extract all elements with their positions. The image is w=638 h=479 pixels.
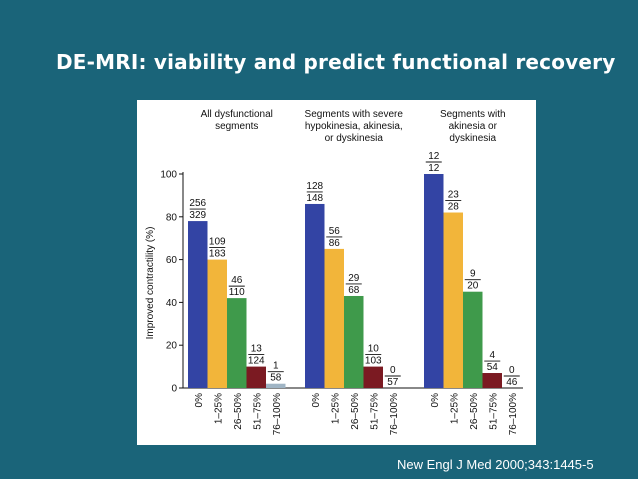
y-tick-label: 100 [160,170,177,181]
x-tick-label: 76–100% [389,393,400,435]
bar-label-numerator: 0 [509,365,515,376]
bar-label-numerator: 109 [209,237,226,248]
x-tick-label: 76–100% [508,393,519,435]
bar-label-denominator: 103 [365,356,382,367]
group-title: Segments with severe [305,109,404,120]
group-title: All dysfunctional [201,109,273,120]
x-tick-label: 51–75% [369,393,380,430]
bar-label-denominator: 110 [229,287,245,298]
x-tick-label: 0% [430,393,441,408]
bar-label-numerator: 12 [428,151,440,162]
bar-label-numerator: 23 [448,190,460,201]
bar-label-numerator: 56 [329,226,341,237]
bar-label-denominator: 20 [467,281,479,292]
bar [188,221,208,388]
x-tick-label: 26–50% [469,393,480,430]
x-tick-label: 1–25% [330,393,341,424]
bar [363,366,383,388]
x-tick-label: 51–75% [488,393,499,430]
group-title: dyskinesia [449,133,496,144]
bar-label-numerator: 256 [189,198,206,209]
group-title: segments [215,121,258,132]
y-tick-label: 80 [166,212,178,223]
bar-label-denominator: 46 [506,377,518,388]
bar [266,383,286,388]
citation: New Engl J Med 2000;343:1445-5 [397,457,594,472]
y-tick-label: 20 [166,341,178,352]
bar-label-numerator: 4 [489,350,495,361]
y-tick-label: 0 [171,384,177,395]
bar-label-denominator: 54 [487,362,499,373]
bar-label-numerator: 9 [470,269,476,280]
y-axis-label: Improved contractility (%) [145,227,156,340]
bar-label-numerator: 13 [251,344,263,355]
x-tick-label: 76–100% [272,393,283,435]
bar [424,174,444,388]
bar-label-denominator: 28 [448,202,460,213]
bar [482,373,502,388]
bar [227,298,247,388]
bar-label-denominator: 183 [209,249,226,260]
bar-label-denominator: 329 [189,210,206,221]
bar-label-numerator: 1 [273,361,279,372]
x-tick-label: 51–75% [252,393,263,430]
bar [305,203,325,388]
bar [443,212,463,388]
bar-label-denominator: 12 [428,163,440,174]
chart-panel: 0 20 40 60 80 100 Improved contractility (%) Al… [137,100,536,445]
bar-label-denominator: 68 [348,285,360,296]
group-title: Segments with [440,109,506,120]
x-tick-label: 1–25% [449,393,460,424]
bar [207,259,227,388]
bar-label-numerator: 29 [348,273,360,284]
bar-label-denominator: 148 [306,193,323,204]
bar-label-numerator: 128 [306,181,323,192]
x-tick-label: 26–50% [233,393,244,430]
bar-label-numerator: 0 [390,365,396,376]
y-tick-label: 40 [166,298,178,309]
bar [246,366,266,388]
bar-label-denominator: 86 [329,238,341,249]
x-tick-label: 26–50% [350,393,361,430]
group-title: hypokinesia, akinesia, [305,121,403,132]
y-tick-label: 60 [166,255,178,266]
bar-label-denominator: 124 [248,356,265,367]
x-tick-label: 0% [194,393,205,408]
bar-label-numerator: 10 [368,344,380,355]
x-tick-label: 0% [311,393,322,408]
bar [463,291,483,388]
group-title: or dyskinesia [325,133,384,144]
x-tick-label: 1–25% [213,393,224,424]
group-title: akinesia or [449,121,498,132]
bar-label-numerator: 46 [231,275,243,286]
bar-label-denominator: 57 [387,377,399,388]
bar [324,248,344,388]
bar [344,295,364,388]
slide-title: DE-MRI: viability and predict functional… [56,50,616,74]
bar-label-denominator: 58 [270,373,282,384]
